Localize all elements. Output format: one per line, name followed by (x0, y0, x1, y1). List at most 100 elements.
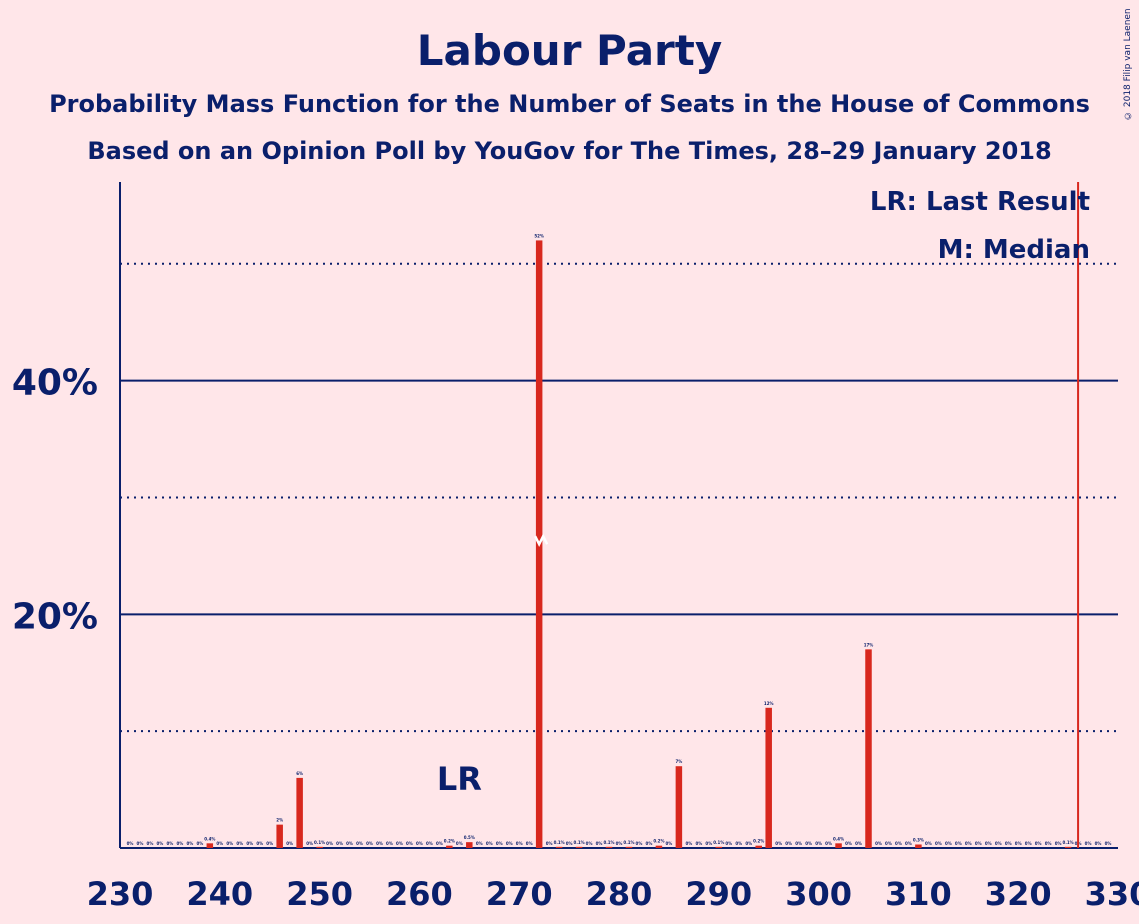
y-tick-label: 40% (12, 363, 98, 404)
data-label: 0% (396, 841, 403, 846)
data-label: 0% (775, 841, 782, 846)
data-label: 0% (855, 841, 862, 846)
data-label: 0% (436, 841, 443, 846)
data-label: 0% (167, 841, 174, 846)
data-label: 0% (985, 841, 992, 846)
data-label: 0.1% (603, 840, 614, 845)
x-tick-label: 290 (685, 875, 752, 913)
x-tick-label: 280 (586, 875, 653, 913)
data-label: 0% (186, 841, 193, 846)
data-label: 0% (246, 841, 253, 846)
data-label: 0% (945, 841, 952, 846)
data-label: 0% (236, 841, 243, 846)
data-label: 0% (805, 841, 812, 846)
x-tick-label: 240 (186, 875, 253, 913)
data-label: 0% (147, 841, 154, 846)
data-label: 0% (216, 841, 223, 846)
data-label: 0% (127, 841, 134, 846)
x-tick-label: 310 (885, 875, 952, 913)
data-label: 6% (296, 771, 303, 776)
bar-294 (755, 845, 762, 848)
data-label: 0% (496, 841, 503, 846)
data-label: 0% (406, 841, 413, 846)
data-label: 0% (376, 841, 383, 846)
data-label: 2% (276, 818, 283, 823)
bar-290 (715, 846, 723, 848)
data-label: 0.2% (444, 839, 455, 844)
data-label: 0% (636, 841, 643, 846)
data-label: 0% (386, 841, 393, 846)
data-label: 0% (685, 841, 692, 846)
data-label: 0% (1105, 841, 1112, 846)
data-label: 0% (1015, 841, 1022, 846)
data-label: 0% (895, 841, 902, 846)
data-label: 0% (955, 841, 962, 846)
data-label: 0% (925, 841, 932, 846)
data-label: 0% (935, 841, 942, 846)
bar-239 (206, 843, 214, 848)
data-label: 0% (476, 841, 483, 846)
data-label: 0% (336, 841, 343, 846)
data-label: 0% (266, 841, 273, 846)
bar-295 (765, 707, 772, 848)
bar-302 (835, 843, 842, 848)
data-label: 0% (196, 841, 203, 846)
data-label: 0% (1025, 841, 1032, 846)
data-label: 0% (346, 841, 353, 846)
data-label: 0.1% (713, 840, 724, 845)
data-label: 0% (885, 841, 892, 846)
last-result-label: LR (437, 760, 482, 798)
data-label: 0.1% (314, 840, 325, 845)
data-label: 0.2% (653, 839, 664, 844)
bar-286 (675, 766, 683, 848)
data-label: 0% (995, 841, 1002, 846)
data-label: 0.5% (464, 835, 475, 840)
data-label: 0% (745, 841, 752, 846)
data-label: 0% (416, 841, 423, 846)
data-label: 0.1% (623, 840, 634, 845)
data-label: 0% (176, 841, 183, 846)
data-label: 0% (975, 841, 982, 846)
x-tick-label: 260 (386, 875, 453, 913)
chart-title: Labour Party (416, 26, 723, 75)
data-label: 0% (1095, 841, 1102, 846)
data-label: 0% (695, 841, 702, 846)
data-label: 0% (256, 841, 263, 846)
data-label: 0% (456, 841, 463, 846)
data-label: 0.4% (833, 836, 844, 841)
data-label: 0% (1045, 841, 1052, 846)
x-tick-label: 300 (785, 875, 852, 913)
data-label: 0% (226, 841, 233, 846)
chart-subtitle: Probability Mass Function for the Number… (49, 90, 1090, 118)
data-label: 0% (546, 841, 553, 846)
data-label: 0% (1035, 841, 1042, 846)
data-label: 0% (1055, 841, 1062, 846)
median-marker (534, 533, 549, 548)
bar-279 (605, 846, 613, 848)
data-label: 0% (506, 841, 513, 846)
data-label: 0.1% (554, 840, 565, 845)
data-label: 0% (286, 841, 293, 846)
data-label: 0% (795, 841, 802, 846)
data-label: 0.1% (574, 840, 585, 845)
bar-276 (575, 846, 583, 848)
data-label: 0% (486, 841, 493, 846)
x-tick-label: 250 (286, 875, 353, 913)
data-label: 0% (137, 841, 144, 846)
bar-310 (915, 844, 922, 848)
data-label: 0% (825, 841, 832, 846)
data-label: 0% (905, 841, 912, 846)
data-label: 0% (516, 841, 523, 846)
y-tick-label: 20% (12, 596, 98, 637)
data-label: 0% (875, 841, 882, 846)
bar-250 (316, 846, 323, 848)
data-label: 0% (735, 841, 742, 846)
data-label: 0% (596, 841, 603, 846)
data-label: 0% (326, 841, 333, 846)
data-label: 0% (725, 841, 732, 846)
data-label: 0% (1005, 841, 1012, 846)
legend-median: M: Median (938, 235, 1090, 265)
x-tick-label: 230 (87, 875, 154, 913)
data-label: 0% (586, 841, 593, 846)
